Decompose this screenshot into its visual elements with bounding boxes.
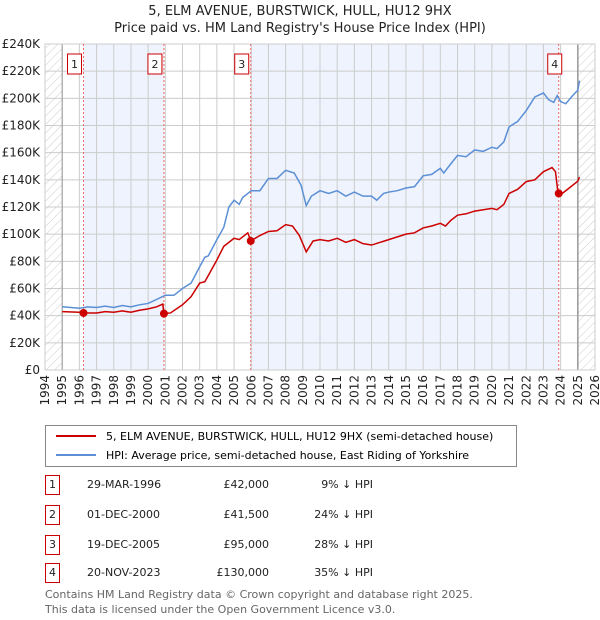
y-tick-label: £0 (25, 363, 40, 377)
x-tick-label: 2013 (365, 375, 379, 406)
sale-row: 3 19-DEC-2005 £95,000 28% ↓ HPI (45, 535, 385, 555)
sale-label-number: 1 (71, 58, 78, 71)
footer-copyright: Contains HM Land Registry data © Crown c… (45, 588, 473, 601)
x-tick-label: 2015 (399, 375, 413, 406)
x-tick-label: 2007 (261, 375, 275, 406)
x-tick-label: 2016 (416, 375, 430, 406)
x-tick-label: 2000 (141, 375, 155, 406)
sale-label-number: 2 (151, 58, 158, 71)
x-tick-label: 1994 (38, 375, 52, 406)
x-tick-label: 2010 (313, 375, 327, 406)
x-tick-label: 2004 (210, 375, 224, 406)
sale-date: 01-DEC-2000 (87, 508, 161, 521)
price-chart: £0 £20K £40K £60K £80K £100K £120K £140K £160K £1… (2, 37, 600, 406)
sale-row: 1 29-MAR-1996 £42,000 9% ↓ HPI (45, 475, 385, 495)
sale-price: £130,000 (216, 566, 270, 579)
y-tick-label: £80K (9, 254, 41, 268)
x-tick-label: 2019 (468, 375, 482, 406)
x-tick-label: 2005 (227, 375, 241, 406)
sale-number: 3 (45, 535, 60, 555)
x-tick-label: 2001 (158, 375, 172, 406)
x-tick-label: 2024 (554, 375, 568, 406)
x-tick-label: 2017 (433, 375, 447, 406)
sale-price: £42,000 (223, 478, 270, 491)
x-tick-label: 2021 (502, 375, 516, 406)
y-tick-label: £160K (2, 146, 42, 160)
legend-item-hpi: HPI: Average price, semi-detached house,… (56, 447, 469, 463)
x-tick-label: 2018 (451, 375, 465, 406)
legend-swatch-red (56, 435, 96, 437)
x-tick-label: 1999 (124, 375, 138, 406)
sale-point (246, 236, 255, 245)
hpi-line (62, 80, 581, 309)
sale-date: 20-NOV-2023 (87, 566, 161, 579)
x-tick-label: 2003 (193, 375, 207, 406)
x-tick-label: 2008 (279, 375, 293, 406)
sale-label-box: 3 (234, 53, 250, 75)
legend-label: 5, ELM AVENUE, BURSTWICK, HULL, HU12 9HX… (106, 429, 494, 443)
x-tick-label: 1997 (90, 375, 104, 406)
sale-date: 19-DEC-2005 (87, 538, 161, 551)
legend-label: HPI: Average price, semi-detached house,… (106, 448, 470, 462)
x-tick-label: 2009 (296, 375, 310, 406)
price-paid-line (62, 166, 581, 315)
sale-point (159, 309, 168, 318)
x-tick-label: 2022 (519, 375, 533, 406)
x-tick-label: 2012 (347, 375, 361, 406)
sale-label-box: 2 (147, 53, 163, 75)
sale-point (79, 308, 88, 317)
legend-swatch-blue (56, 454, 96, 456)
sale-hpi-delta: 9% ↓ HPI (321, 478, 373, 491)
sale-label-border (147, 53, 163, 75)
x-tick-label: 2002 (176, 375, 190, 406)
x-tick-label: 2011 (330, 375, 344, 406)
sale-price: £41,500 (223, 508, 270, 521)
sale-hpi-delta: 24% ↓ HPI (314, 508, 373, 521)
sale-date: 29-MAR-1996 (87, 478, 162, 491)
sale-label-border (67, 53, 82, 75)
sale-label-border (547, 53, 563, 75)
sale-label-box: 4 (547, 53, 563, 75)
legend-item-property: 5, ELM AVENUE, BURSTWICK, HULL, HU12 9HX… (56, 428, 493, 444)
plot-border (44, 43, 596, 371)
y-tick-label: £140K (2, 173, 42, 187)
x-tick-label: 2014 (382, 375, 396, 406)
y-tick-label: £120K (2, 200, 42, 214)
x-tick-label: 2025 (571, 375, 585, 406)
x-tick-label: 2006 (244, 375, 258, 406)
y-tick-label: £20K (9, 336, 41, 350)
x-tick-label: 2020 (485, 375, 499, 406)
chart-title: 5, ELM AVENUE, BURSTWICK, HULL, HU12 9HX (148, 4, 452, 19)
sale-label-number: 3 (238, 58, 245, 71)
sale-number: 4 (45, 563, 60, 583)
sale-point (554, 189, 563, 198)
y-tick-label: £180K (2, 119, 42, 133)
x-tick-label: 1998 (107, 375, 121, 406)
x-tick-label: 1995 (55, 375, 69, 406)
sale-label-box: 1 (67, 53, 82, 75)
sale-row: 4 20-NOV-2023 £130,000 35% ↓ HPI (45, 563, 385, 583)
sale-number: 1 (45, 475, 60, 495)
y-tick-label: £100K (2, 227, 42, 241)
sale-number: 2 (45, 505, 60, 525)
sale-hpi-delta: 35% ↓ HPI (314, 566, 373, 579)
y-tick-label: £40K (9, 309, 41, 323)
sale-hpi-delta: 28% ↓ HPI (314, 538, 373, 551)
chart-subtitle: Price paid vs. HM Land Registry's House … (114, 21, 486, 36)
sale-price: £95,000 (223, 538, 270, 551)
x-tick-label: 2023 (536, 375, 550, 406)
footer-licence: This data is licensed under the Open Gov… (45, 603, 396, 616)
x-tick-label: 1996 (72, 375, 86, 406)
y-tick-label: £200K (2, 91, 42, 105)
x-tick-label: 2026 (588, 375, 600, 406)
sale-label-number: 4 (551, 58, 558, 71)
sale-row: 2 01-DEC-2000 £41,500 24% ↓ HPI (45, 505, 385, 525)
y-tick-label: £60K (9, 282, 41, 296)
y-tick-label: £220K (2, 64, 42, 78)
sale-label-border (234, 53, 250, 75)
y-tick-label: £240K (2, 37, 42, 51)
chart-legend: 5, ELM AVENUE, BURSTWICK, HULL, HU12 9HX… (45, 425, 517, 467)
